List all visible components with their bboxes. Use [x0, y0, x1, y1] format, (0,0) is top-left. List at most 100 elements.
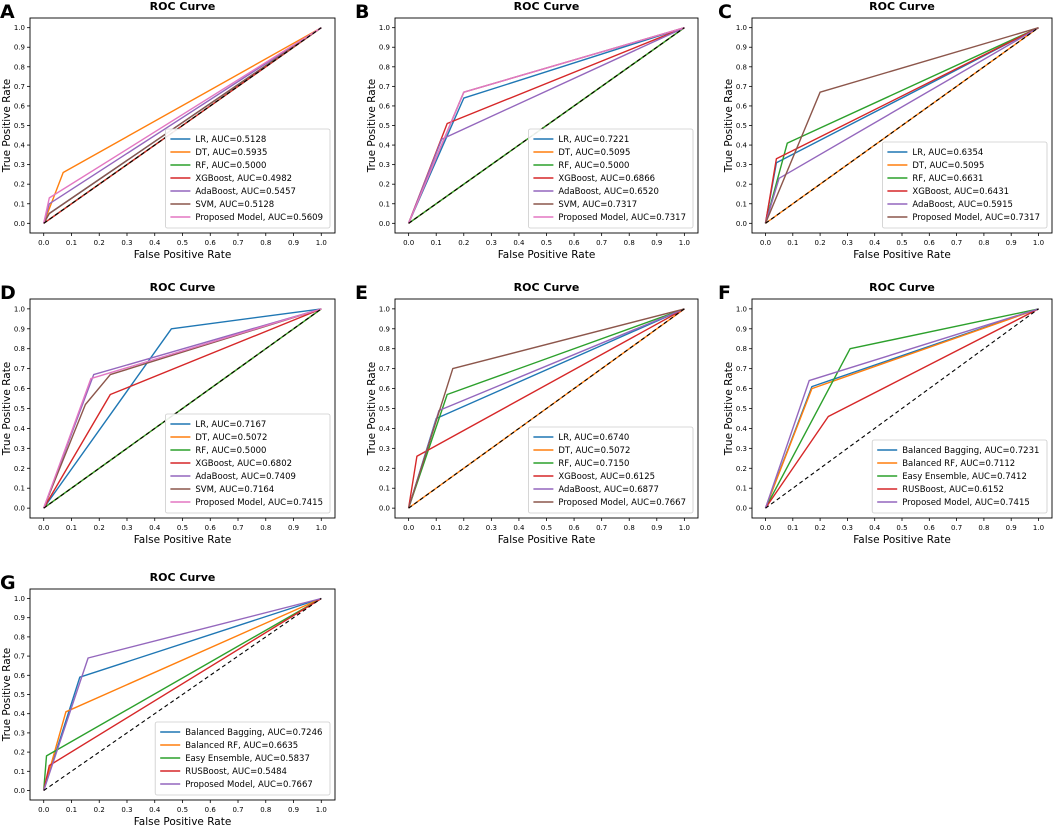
- y-tick-label: 0.6: [14, 385, 26, 393]
- legend-box: [164, 128, 331, 229]
- y-tick-label: 1.0: [736, 305, 747, 313]
- x-tick-label: 0.2: [458, 239, 469, 247]
- y-tick-label: 0.9: [379, 44, 390, 52]
- y-tick-label: 0.4: [14, 425, 26, 433]
- y-tick-label: 1.0: [379, 24, 390, 32]
- panel-label-b: B: [355, 1, 369, 23]
- series-line-5: [43, 597, 322, 791]
- series-line-3: [764, 27, 1039, 224]
- series-line-6: [43, 27, 322, 224]
- y-tick-label: 0.1: [736, 200, 747, 208]
- y-tick-label: 0.6: [14, 672, 26, 680]
- y-tick-label: 0.4: [736, 142, 748, 150]
- y-tick-label: 0.7: [379, 83, 390, 91]
- series-line-2: [765, 27, 1039, 224]
- series-line-5: [407, 27, 685, 224]
- y-tick-label: 0.7: [14, 365, 25, 373]
- y-tick-label: 0.9: [14, 44, 25, 52]
- x-tick-label: 0.3: [842, 524, 853, 532]
- y-tick-label: 0.0: [379, 220, 390, 228]
- series-line-4: [764, 308, 1039, 509]
- x-tick-label: 0.7: [232, 806, 243, 814]
- y-tick-label: 0.4: [14, 142, 26, 150]
- x-tick-label: 0.5: [177, 239, 188, 247]
- y-tick-label: 1.0: [14, 595, 25, 603]
- x-axis-label: False Positive Rate: [134, 816, 232, 825]
- series-line-7: [43, 27, 322, 224]
- series-line-4: [43, 308, 322, 509]
- x-tick-label: 0.8: [260, 239, 271, 247]
- chance-diagonal: [408, 27, 685, 224]
- legend-label: RF, AUC=0.7150: [558, 459, 629, 469]
- y-tick-label: 0.5: [14, 691, 25, 699]
- legend-label: RF, AUC=0.6631: [912, 174, 983, 184]
- y-tick-label: 0.3: [736, 445, 747, 453]
- y-tick-label: 0.1: [379, 200, 390, 208]
- y-tick-label: 0.8: [736, 63, 747, 71]
- x-tick-label: 0.4: [513, 524, 525, 532]
- legend: LR, AUC=0.7167 DT, AUC=0.5072 RF, AUC=0.50…: [164, 413, 331, 514]
- x-tick-label: 1.0: [1033, 239, 1044, 247]
- x-tick-label: 0.9: [288, 239, 299, 247]
- x-tick-label: 0.2: [94, 239, 105, 247]
- x-tick-label: 0.7: [596, 239, 607, 247]
- x-tick-label: 0.6: [205, 806, 217, 814]
- y-tick-label: 0.8: [736, 345, 747, 353]
- legend-label: Balanced RF, AUC=0.6635: [185, 741, 298, 751]
- x-tick-label: 0.3: [486, 239, 497, 247]
- chart-title: ROC Curve: [514, 281, 580, 294]
- panel-e: E ROC Curve 0.0 0.1 0.2 0.3 0.4 0.5 0.6 0.7 0.8 0.9…: [355, 281, 699, 546]
- series-line-1: [407, 27, 685, 224]
- x-tick-label: 0.0: [38, 239, 49, 247]
- y-tick-label: 0.2: [14, 181, 25, 189]
- panel-b: B ROC Curve 0.0 0.1 0.2 0.3 0.4 0.5 0.6 0.7 0.8 0.9…: [355, 0, 699, 261]
- legend-box: [871, 439, 1048, 514]
- x-tick-label: 0.5: [896, 239, 907, 247]
- series-line-3: [407, 308, 685, 509]
- y-tick-label: 0.0: [14, 505, 25, 513]
- x-axis-label: False Positive Rate: [853, 249, 951, 261]
- legend-label: Balanced RF, AUC=0.7112: [902, 459, 1015, 469]
- x-tick-label: 0.6: [569, 239, 581, 247]
- chance-diagonal: [43, 598, 322, 791]
- series-line-6: [407, 308, 685, 509]
- x-tick-label: 0.8: [260, 524, 271, 532]
- x-tick-label: 0.4: [149, 239, 161, 247]
- legend-label: XGBoost, AUC=0.6802: [195, 459, 292, 469]
- legend-label: Proposed Model, AUC=0.7317: [912, 213, 1040, 223]
- legend-label: LR, AUC=0.7167: [195, 420, 266, 430]
- series-line-2: [764, 308, 1039, 509]
- y-tick-label: 0.5: [379, 122, 390, 130]
- y-tick-label: 0.6: [14, 102, 26, 110]
- x-tick-label: 0.2: [94, 524, 105, 532]
- x-tick-label: 0.5: [896, 524, 907, 532]
- x-tick-label: 0.3: [121, 239, 132, 247]
- x-tick-label: 0.0: [760, 239, 771, 247]
- y-tick-label: 1.0: [14, 24, 25, 32]
- chart-title: ROC Curve: [869, 0, 935, 13]
- x-tick-label: 0.1: [787, 524, 798, 532]
- legend: LR, AUC=0.6354 DT, AUC=0.5095 RF, AUC=0.66…: [882, 141, 1048, 229]
- series-line-2: [43, 27, 322, 224]
- legend: Balanced Bagging, AUC=0.7231 Balanced RF,…: [871, 439, 1048, 514]
- legend-label: DT, AUC=0.5095: [912, 161, 984, 171]
- chart-title: ROC Curve: [150, 571, 216, 584]
- panel-label-g: G: [0, 572, 16, 594]
- legend-box: [164, 413, 331, 514]
- y-tick-label: 0.3: [14, 445, 25, 453]
- legend: LR, AUC=0.6740 DT, AUC=0.5072 RF, AUC=0.71…: [528, 426, 694, 514]
- series-line-5: [764, 308, 1039, 509]
- x-tick-label: 0.4: [513, 239, 525, 247]
- panel-label-f: F: [718, 282, 731, 304]
- chart-title: ROC Curve: [150, 0, 216, 13]
- x-tick-label: 0.3: [121, 806, 132, 814]
- legend-label: Proposed Model, AUC=0.7415: [902, 498, 1030, 508]
- y-tick-label: 0.2: [379, 181, 390, 189]
- x-tick-label: 0.5: [177, 524, 188, 532]
- y-tick-label: 0.3: [736, 161, 747, 169]
- panel-a: A ROC Curve 0.0 0.1 0.2 0.3 0.4 0.5 0.6 0.7 0.8 0.9…: [0, 0, 336, 261]
- x-tick-label: 0.1: [66, 239, 77, 247]
- x-axis-label: False Positive Rate: [134, 249, 232, 261]
- legend-label: LR, AUC=0.6740: [558, 433, 629, 443]
- series-line-7: [43, 308, 322, 509]
